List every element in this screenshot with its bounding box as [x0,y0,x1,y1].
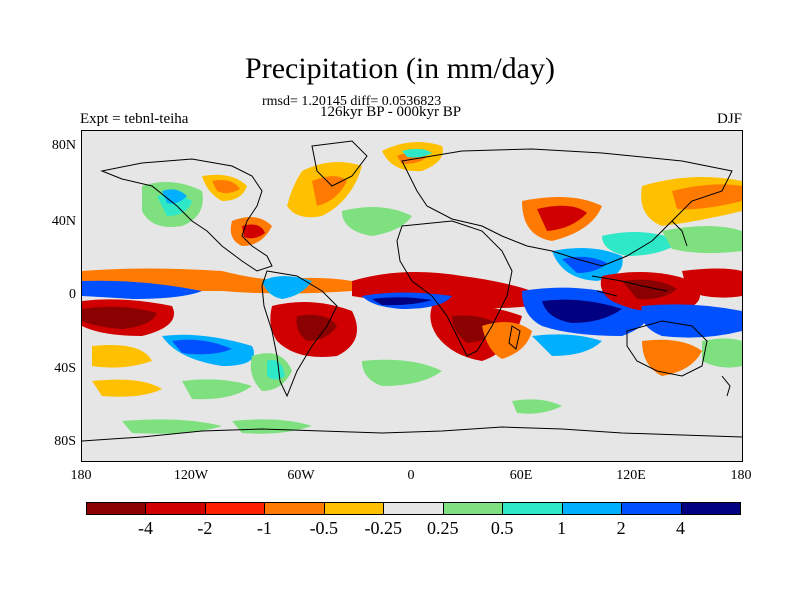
colorbar-swatch [383,502,444,515]
coastline-new-zealand [721,375,731,397]
coastline-south-america [261,270,338,398]
x-tick-label: 60W [287,468,315,483]
anomaly-patch [662,226,742,254]
anomaly-patch [262,276,312,299]
colorbar-swatch [502,502,563,515]
colorbar-label: -1 [256,518,272,538]
anomaly-patch [267,360,285,380]
map-anomaly-layer [82,142,742,434]
anomaly-patch [641,304,742,338]
anomaly-patch [92,379,162,397]
anomaly-patch [242,224,265,239]
x-tick-label: 120E [616,468,646,483]
coastline-eurasia [401,148,733,267]
x-tick-label: 120W [173,468,209,483]
anomaly-patch [402,148,432,158]
season-label: DJF [716,111,742,127]
coastline-madagascar [508,325,521,350]
anomaly-patch [182,379,252,400]
coastline-indonesia [591,275,668,297]
anomaly-patch [92,345,152,368]
y-tick-label: 80N [51,138,76,153]
colorbar-swatch [442,502,504,515]
coastline-australia [626,320,708,377]
anomaly-patch [537,205,587,231]
y-tick-label: 0 [69,287,76,302]
stats-line: rmsd= 1.20145 diff= 0.0536823 [262,94,442,109]
x-tick-label: 0 [407,468,415,483]
colorbar-label: 2 [616,518,626,538]
colorbar-swatch [561,502,623,515]
anomaly-patch [512,399,562,414]
coastline-north-america [100,158,273,272]
map-coastline-layer [82,140,742,442]
anomaly-patch [702,338,742,368]
y-tick-label: 40N [51,214,76,229]
x-tick-label: 60E [509,468,533,483]
colorbar-label: -2 [197,518,213,538]
anomaly-patch [602,232,682,256]
colorbar-label: -4 [137,518,153,538]
colorbar-swatch [680,502,741,515]
y-tick-label: 40S [54,361,76,376]
colorbar-label: 0.5 [490,518,514,538]
anomaly-patch [172,339,232,355]
x-tick-label: 180 [730,468,752,483]
y-tick-label: 80S [54,434,76,449]
colorbar-swatch [323,502,385,515]
anomaly-patch [682,268,742,298]
anomaly-patch [296,314,337,341]
colorbar-swatch [621,502,682,515]
anomaly-patch [82,306,157,329]
anomaly-patch [162,189,187,204]
precipitation-map [81,130,743,462]
anomaly-patch [642,339,702,376]
colorbar-label: 0.25 [426,518,459,538]
anomaly-patch [372,297,432,306]
coastline-antarctica [82,426,742,442]
anomaly-patch [312,176,347,206]
colorbar-swatch [264,502,325,515]
experiment-label: Expt = tebnl-teiha [80,111,189,127]
period-label: 126kyr BP - 000kyr BP [320,104,462,120]
colorbar-label: 4 [676,518,686,538]
anomaly-patch [212,180,240,194]
anomaly-patch [82,280,202,299]
anomaly-patch [342,207,412,236]
coastline-japan [671,220,688,247]
coastline-greenland [311,140,368,187]
colorbar-label: -0.25 [364,518,403,538]
chart-title: Precipitation (in mm/day) [245,52,555,85]
colorbar-label: 1 [557,518,567,538]
anomaly-patch [362,359,442,386]
colorbar-swatch [145,502,206,515]
anomaly-patch [122,419,222,434]
anomaly-patch [532,334,602,356]
x-tick-label: 180 [70,468,92,483]
colorbar-swatch [204,502,266,515]
anomaly-patch [542,299,622,323]
anomaly-patch [562,256,607,273]
colorbar-label: -0.5 [309,518,339,538]
coastline-africa [396,220,513,357]
colorbar-swatch [86,502,147,515]
